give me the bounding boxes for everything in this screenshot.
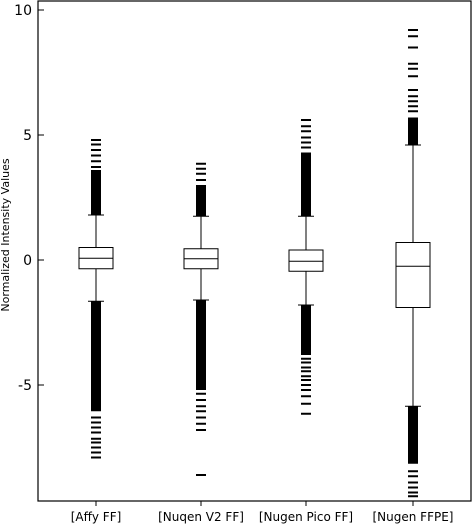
- box-4: [395, 29, 431, 498]
- outlier-band-low: [408, 406, 418, 464]
- x-tick-label: [Nugen FFPE]: [373, 510, 454, 524]
- box-3: [288, 119, 324, 415]
- outlier-band-high: [91, 170, 101, 215]
- y-tick-label: 5: [23, 128, 32, 144]
- x-tick-label: [Affy FF]: [71, 510, 122, 524]
- outlier-band-high: [196, 185, 206, 217]
- y-axis-label: Normalized Intensity Values: [0, 158, 12, 311]
- box-series: [78, 29, 431, 498]
- outlier-band-low: [196, 300, 206, 390]
- box-1: [78, 139, 114, 459]
- outlier-band-low: [301, 305, 311, 355]
- outlier-band-low: [91, 301, 101, 412]
- plot-frame: [37, 0, 472, 502]
- x-axis: [Affy FF] [Nuqen V2 FF] [Nugen Pico FF] [Nu…: [71, 501, 454, 524]
- y-tick-label: 0: [23, 253, 32, 269]
- outlier-band-high: [301, 152, 311, 217]
- y-axis: 10 5 0 -5: [14, 3, 44, 394]
- iqr-box: [288, 249, 324, 272]
- x-tick-label: [Nuqen V2 FF]: [158, 510, 244, 524]
- outlier-band-high: [408, 117, 418, 145]
- x-tick-label: [Nugen Pico FF]: [259, 510, 353, 524]
- iqr-box: [395, 242, 431, 308]
- y-tick-label: 10: [14, 3, 32, 19]
- y-tick-label: -5: [18, 378, 32, 394]
- box-2: [183, 162, 219, 476]
